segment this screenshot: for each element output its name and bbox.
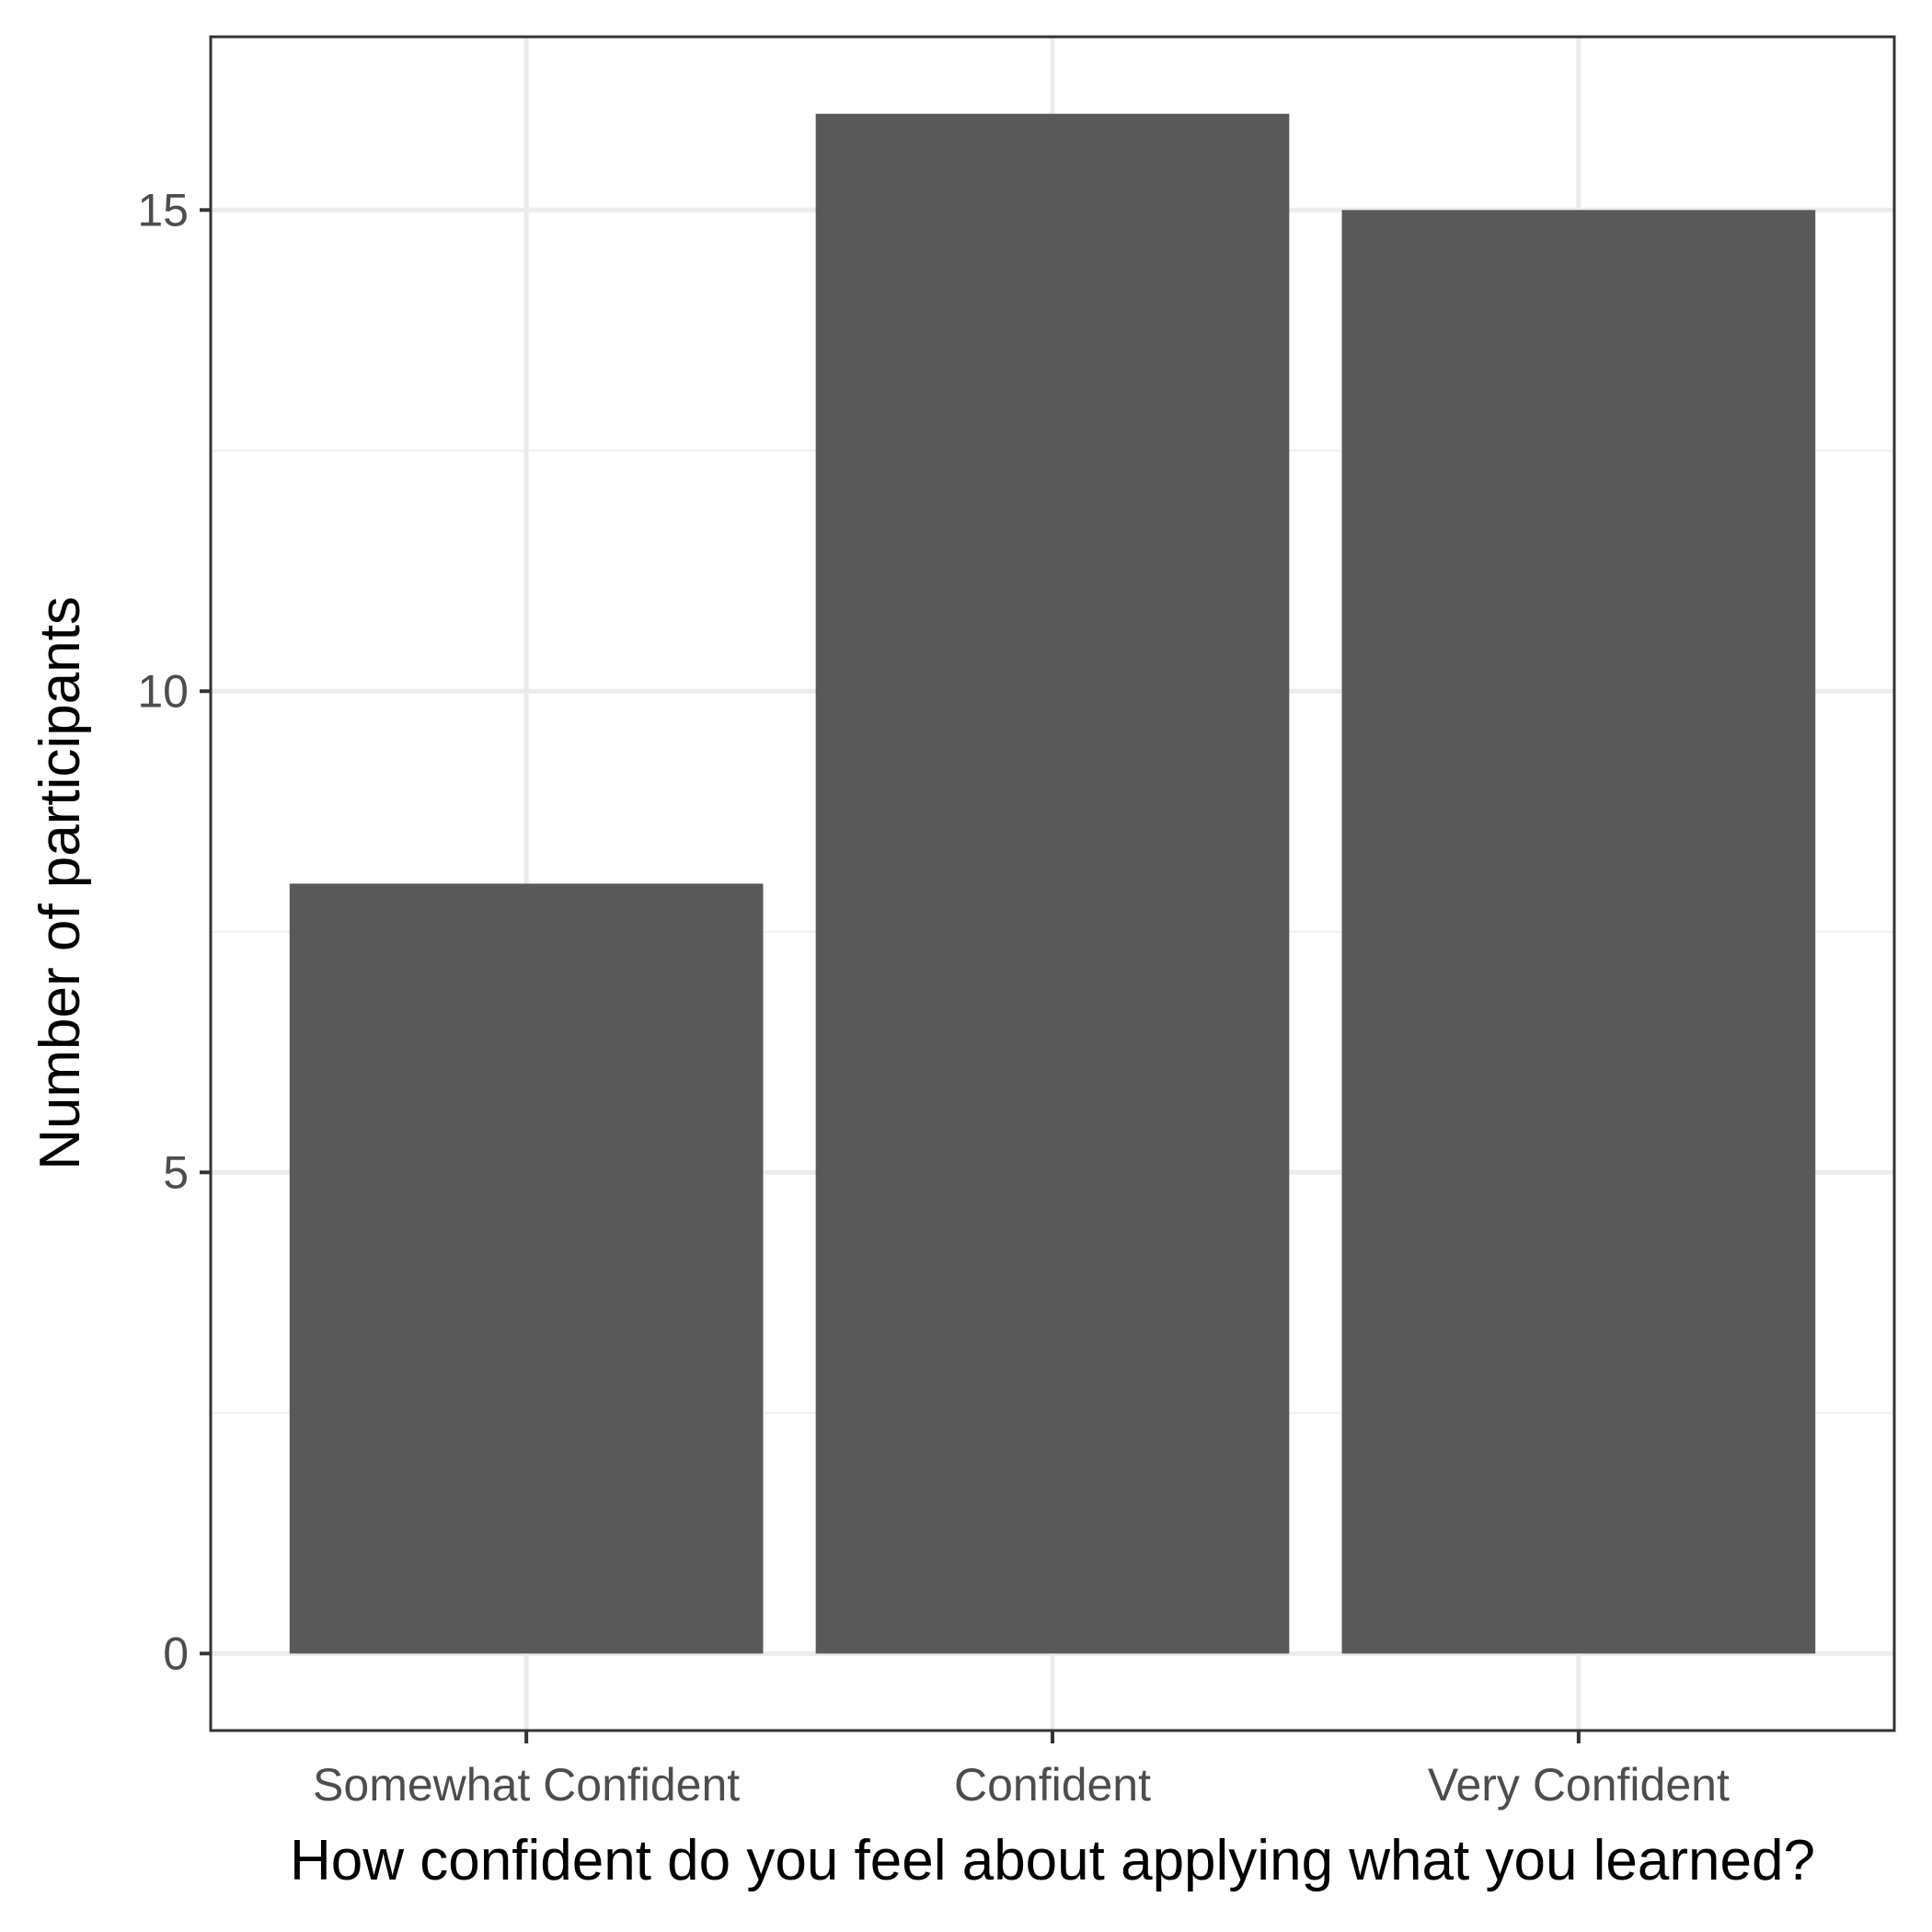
- y-axis-title: Number of participants: [29, 596, 92, 1170]
- x-axis-title: How confident do you feel about applying…: [290, 1829, 1815, 1892]
- bar-somewhat-confident: [289, 883, 764, 1654]
- axis-layer: 0 5 10 15 Somewhat Confident Confident Very Co…: [137, 184, 1730, 1811]
- y-tick-label: 10: [137, 665, 189, 717]
- y-tick-label: 15: [137, 184, 189, 236]
- x-tick-label: Very Confident: [1428, 1759, 1730, 1811]
- y-tick-label: 0: [163, 1627, 189, 1679]
- bar-confident: [815, 113, 1290, 1654]
- y-tick-label: 5: [163, 1146, 189, 1198]
- bar-very-confident: [1341, 210, 1816, 1654]
- x-tick-label: Somewhat Confident: [313, 1759, 740, 1811]
- x-tick-label: Confident: [954, 1759, 1151, 1811]
- bar-layer: [289, 113, 1816, 1654]
